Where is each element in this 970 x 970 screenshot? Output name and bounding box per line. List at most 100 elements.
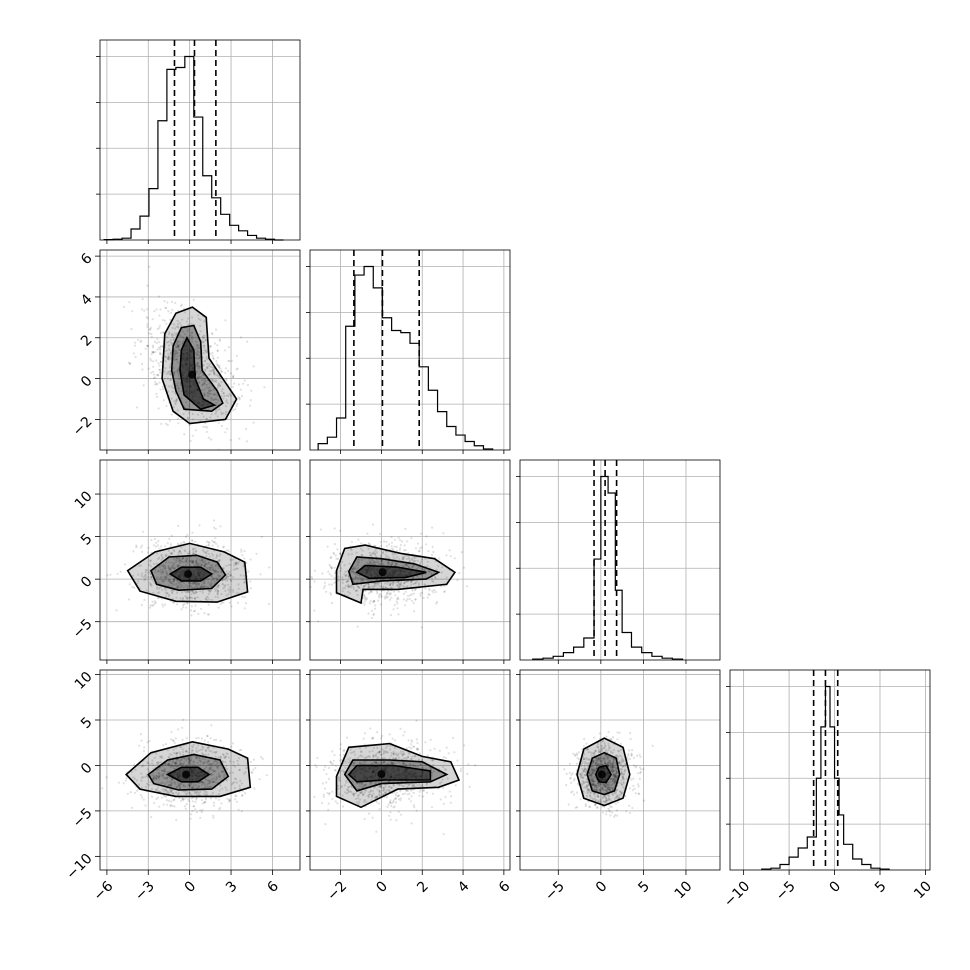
sample-point <box>231 386 234 389</box>
sample-point <box>177 564 180 567</box>
sample-point <box>192 743 195 746</box>
sample-point <box>195 562 199 565</box>
sample-point <box>313 569 316 572</box>
sample-point <box>193 783 196 786</box>
sample-point <box>389 799 392 802</box>
sample-point <box>392 548 395 552</box>
sample-point <box>384 586 387 589</box>
sample-point <box>215 588 218 591</box>
sample-point <box>170 397 173 400</box>
sample-point <box>407 566 410 569</box>
sample-point <box>407 566 410 569</box>
sample-point <box>101 787 104 790</box>
sample-point <box>150 762 154 765</box>
sample-point <box>164 553 167 557</box>
sample-point <box>392 752 395 755</box>
sample-point <box>210 566 213 569</box>
sample-point <box>351 568 354 571</box>
sample-point <box>244 771 247 774</box>
sample-point <box>604 801 607 804</box>
sample-point <box>354 792 357 795</box>
sample-point <box>187 757 190 761</box>
sample-point <box>442 786 445 790</box>
sample-point <box>210 413 213 416</box>
sample-point <box>339 747 342 750</box>
sample-point <box>218 406 221 409</box>
sample-point <box>207 561 210 564</box>
sample-point <box>603 784 606 788</box>
sample-point <box>409 783 412 786</box>
sample-point <box>148 563 151 567</box>
sample-point <box>420 567 423 570</box>
sample-point <box>402 734 405 737</box>
sample-point <box>167 584 170 587</box>
sample-point <box>188 559 191 563</box>
sample-point <box>314 764 317 767</box>
sample-point <box>409 762 412 765</box>
sample-point <box>202 753 206 756</box>
sample-point <box>358 785 361 788</box>
sample-point <box>392 582 395 585</box>
sample-point <box>611 765 614 768</box>
sample-point <box>176 587 179 590</box>
sample-point <box>164 576 167 579</box>
sample-point <box>152 376 156 380</box>
sample-point <box>358 782 362 785</box>
sample-point <box>160 360 163 363</box>
sample-point <box>331 790 334 793</box>
sample-point <box>368 755 371 758</box>
sample-point <box>191 800 194 803</box>
sample-point <box>187 784 190 787</box>
sample-point <box>192 760 195 763</box>
sample-point <box>408 792 411 795</box>
sample-point <box>382 752 385 756</box>
sample-point <box>172 760 175 763</box>
sample-point <box>243 379 246 382</box>
sample-point <box>206 549 209 553</box>
sample-point <box>225 594 228 597</box>
contour-line-0-1-0 <box>161 306 238 425</box>
sample-point <box>361 553 364 557</box>
sample-point <box>204 425 207 428</box>
sample-point <box>166 591 169 594</box>
sample-point <box>587 788 590 791</box>
sample-point <box>356 581 359 584</box>
sample-point <box>591 769 594 773</box>
sample-point <box>620 772 623 775</box>
sample-point <box>406 585 409 588</box>
sample-point <box>168 567 171 570</box>
sample-point <box>330 566 333 569</box>
sample-point <box>161 569 164 572</box>
sample-point <box>581 780 584 783</box>
sample-point <box>419 592 422 595</box>
sample-point <box>170 552 173 556</box>
sample-point <box>207 577 210 581</box>
sample-point <box>226 779 229 782</box>
sample-point <box>395 819 398 822</box>
sample-point <box>615 776 618 779</box>
sample-point <box>190 322 193 326</box>
density-fill-1-3-2 <box>348 765 431 782</box>
sample-point <box>371 794 374 798</box>
sample-point <box>152 763 155 767</box>
sample-point <box>133 791 137 794</box>
sample-point <box>227 572 230 575</box>
sample-point <box>122 782 125 785</box>
sample-point <box>241 554 244 557</box>
sample-point <box>609 805 612 808</box>
sample-point <box>416 765 420 768</box>
sample-point <box>191 786 195 789</box>
sample-point <box>203 393 207 397</box>
sample-point <box>144 347 147 350</box>
sample-point <box>168 776 171 779</box>
sample-point <box>158 587 161 590</box>
sample-point <box>367 586 370 589</box>
sample-point <box>351 568 354 571</box>
sample-point <box>294 790 296 792</box>
sample-point <box>361 576 364 579</box>
sample-point <box>196 350 199 353</box>
sample-point <box>175 399 178 402</box>
sample-point <box>443 590 446 593</box>
sample-point <box>341 587 345 590</box>
sample-point <box>214 564 217 567</box>
